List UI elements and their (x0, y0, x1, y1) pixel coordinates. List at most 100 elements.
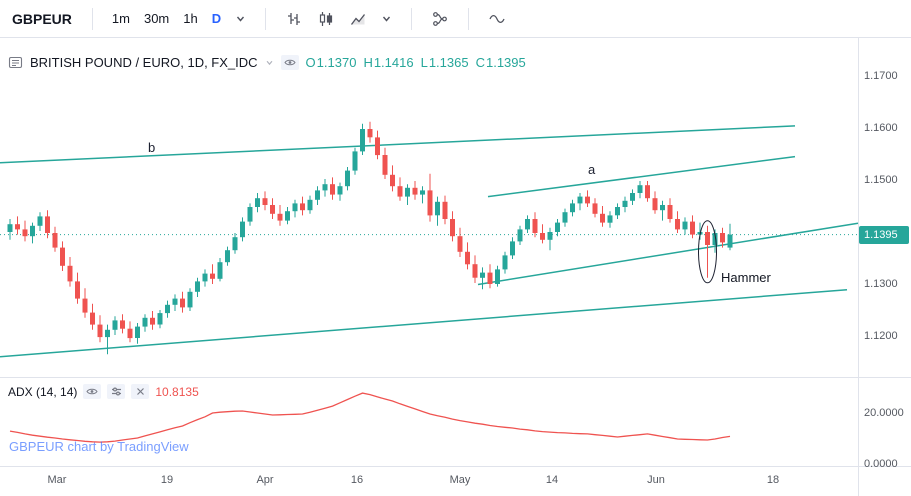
candle (330, 177, 335, 200)
candle (480, 267, 485, 290)
candle (82, 288, 88, 318)
legend-eye-button[interactable] (280, 55, 299, 70)
trendline-lower-long[interactable] (0, 288, 848, 358)
candle (532, 212, 538, 238)
candle (277, 205, 283, 226)
price-axis[interactable]: 1.1395 1.1700 1.1600 1.1500 1.1300 1.1200 20.… (859, 0, 911, 496)
candle (442, 195, 448, 225)
indicators-button[interactable] (481, 7, 513, 31)
candles-layer (7, 121, 733, 355)
candle (15, 216, 20, 235)
candle (472, 255, 478, 283)
time-axis-label: 16 (350, 474, 364, 486)
interval-menu-button[interactable] (228, 10, 253, 27)
candle (682, 217, 688, 235)
candle (360, 123, 365, 155)
time-axis-label: May (449, 474, 471, 486)
trendline-b[interactable]: b (0, 125, 796, 164)
candle (412, 181, 418, 200)
candle (120, 314, 125, 334)
candle (592, 198, 598, 218)
candle (352, 147, 358, 175)
candle (382, 147, 388, 179)
eye-icon (86, 388, 98, 395)
time-axis-label: 18 (766, 474, 780, 486)
time-axis-label: 19 (160, 474, 174, 486)
trendline-label: b (148, 140, 155, 155)
candle (555, 219, 560, 237)
candle (30, 222, 35, 244)
candle (90, 303, 95, 330)
price-axis-label: 1.1200 (864, 330, 898, 342)
candle (135, 323, 140, 344)
candle (435, 196, 440, 226)
timeframe-30m-button[interactable]: 30m (137, 7, 176, 30)
symbol-legend: BRITISH POUND / EURO, 1D, FX_IDC O 1.1370… (8, 55, 526, 70)
candle (67, 257, 73, 287)
candle (427, 173, 433, 222)
candle (97, 315, 103, 343)
candle (517, 225, 523, 245)
timeframe-1d-button[interactable]: D (205, 7, 228, 30)
adx-close-button[interactable] (131, 384, 150, 399)
trendline-label: a (588, 162, 596, 177)
candle (577, 193, 583, 211)
candle (690, 215, 695, 239)
legend-title[interactable]: BRITISH POUND / EURO, 1D, FX_IDC (30, 55, 258, 70)
candle (307, 195, 313, 214)
eye-icon (283, 59, 296, 66)
candle (210, 264, 215, 284)
candle (487, 264, 493, 289)
style-menu-button[interactable] (374, 10, 399, 27)
adx-title[interactable]: ADX (14, 14) (8, 384, 78, 399)
legend-chevron-icon[interactable] (265, 58, 274, 67)
compare-button[interactable] (424, 7, 456, 31)
candle (465, 242, 470, 270)
last-price-badge: 1.1395 (859, 225, 909, 244)
candle (450, 211, 455, 242)
candle (187, 288, 193, 311)
candle (502, 251, 508, 274)
candles-style-button[interactable] (310, 7, 342, 31)
candle (637, 181, 643, 199)
area-style-button[interactable] (342, 7, 374, 31)
candle (217, 258, 223, 282)
bars-chart-icon (288, 12, 301, 25)
symbol-button[interactable]: GBPEUR (12, 7, 80, 31)
bars-style-button[interactable] (278, 7, 310, 31)
candle (337, 182, 343, 201)
toolbar-separator (411, 7, 413, 30)
adx-line (9, 392, 731, 443)
timeframe-1m-button[interactable]: 1m (105, 7, 137, 30)
time-axis[interactable]: Mar 19 Apr 16 May 14 Jun 18 (0, 467, 858, 496)
candle (585, 190, 590, 207)
adx-settings-button[interactable] (107, 384, 126, 399)
candle (142, 314, 148, 332)
candle (322, 179, 328, 197)
ohlc-open: O 1.1370 (305, 55, 357, 70)
candle (540, 224, 545, 244)
candle (7, 219, 13, 240)
legend-menu-icon[interactable] (8, 55, 23, 70)
candle (60, 241, 65, 271)
candle (720, 227, 725, 248)
candle (105, 324, 110, 355)
hammer-annotation-label[interactable]: Hammer (721, 270, 771, 285)
candle (397, 177, 403, 201)
trendline-a[interactable]: a (487, 155, 796, 198)
compare-icon (433, 11, 448, 26)
adx-legend: ADX (14, 14) 10.8135 (8, 384, 199, 399)
candles-chart-icon (320, 11, 333, 26)
candle (225, 246, 230, 266)
adx-eye-button[interactable] (83, 384, 102, 399)
timeframe-1h-button[interactable]: 1h (176, 7, 204, 30)
candle (652, 191, 658, 214)
candle (165, 300, 170, 318)
hammer-ellipse[interactable] (698, 220, 717, 284)
time-axis-label: Jun (647, 474, 665, 486)
trendline-lower-inner[interactable] (477, 222, 859, 286)
candle (232, 233, 238, 254)
candle (547, 227, 553, 251)
tradingview-attribution-link[interactable]: GBPEUR chart by TradingView (9, 439, 189, 454)
